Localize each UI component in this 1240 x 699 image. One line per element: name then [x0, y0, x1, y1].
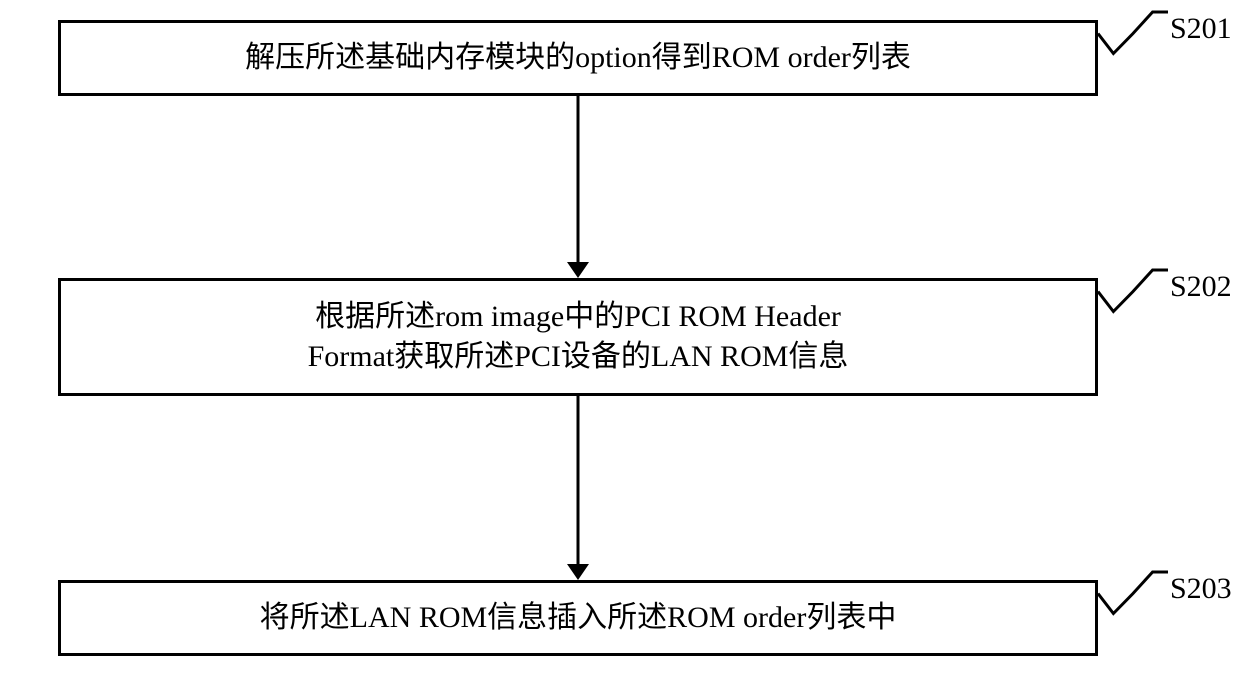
step-leader-squiggle: [1098, 6, 1168, 56]
flow-step-text: 将所述LAN ROM信息插入所述ROM order列表中: [260, 598, 897, 639]
step-leader-squiggle: [1098, 264, 1168, 314]
flow-step-box: 将所述LAN ROM信息插入所述ROM order列表中: [58, 580, 1098, 656]
flow-step-box: 解压所述基础内存模块的option得到ROM order列表: [58, 20, 1098, 96]
flow-step-box: 根据所述rom image中的PCI ROM HeaderFormat获取所述P…: [58, 278, 1098, 396]
step-id-label: S202: [1170, 270, 1232, 304]
step-id-label: S203: [1170, 572, 1232, 606]
step-id-label: S201: [1170, 12, 1232, 46]
flow-step-text: 解压所述基础内存模块的option得到ROM order列表: [245, 38, 911, 79]
flow-arrow: [567, 396, 589, 580]
flow-arrow: [567, 96, 589, 278]
step-leader-squiggle: [1098, 566, 1168, 616]
flow-step-text: 根据所述rom image中的PCI ROM HeaderFormat获取所述P…: [308, 297, 849, 378]
